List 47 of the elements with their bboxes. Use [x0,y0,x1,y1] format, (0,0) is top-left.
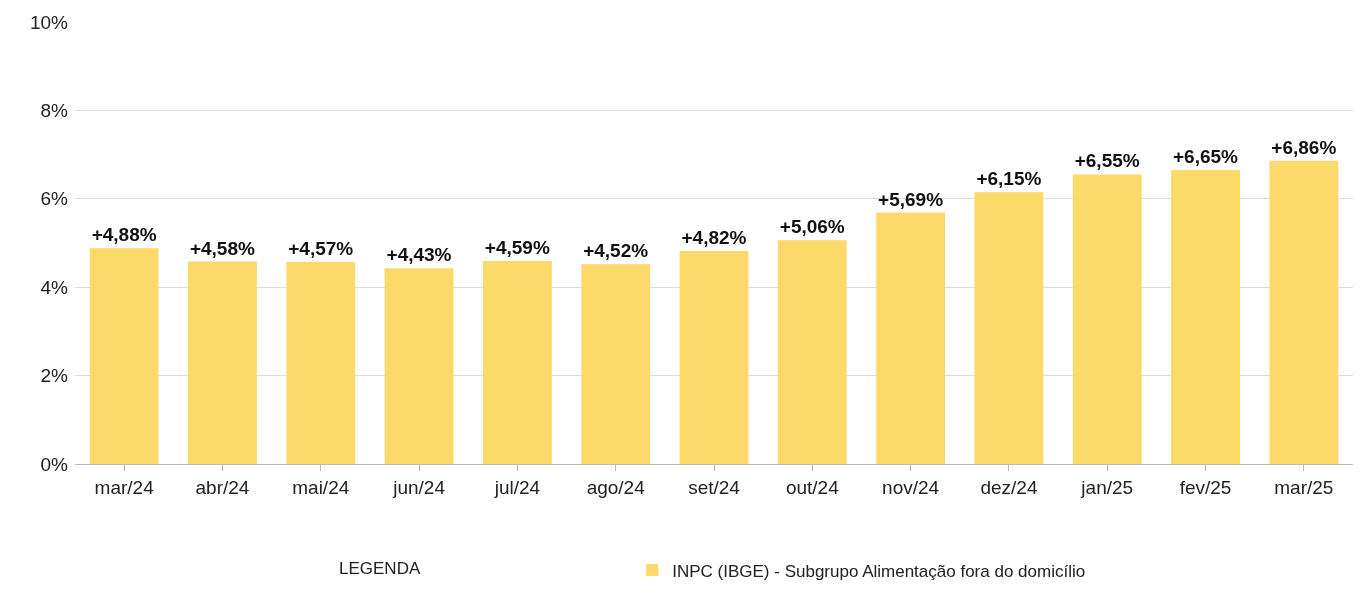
bar [679,250,749,464]
data-label: +6,86% [1271,136,1337,158]
bar [876,212,946,464]
data-label: +4,58% [189,237,255,259]
bar [974,192,1044,464]
bar [482,261,552,464]
x-tick-label: dez/24 [980,476,1038,498]
x-tick-label: out/24 [785,476,840,498]
bar [188,261,257,464]
data-label: +6,65% [1173,146,1239,168]
x-tick-label: set/24 [688,476,741,498]
y-tick-label: 10% [29,11,69,33]
bar [777,240,847,464]
legend-title: LEGENDA [339,559,625,579]
bar [89,248,159,464]
data-label: +4,88% [91,224,157,246]
bar [1072,174,1142,464]
data-label: +5,69% [878,188,944,210]
bar [1171,170,1240,464]
y-tick-label: 2% [40,365,69,387]
x-tick-label: jun/24 [392,476,446,498]
x-tick-label: nov/24 [882,476,940,498]
data-label: +4,59% [484,237,550,259]
data-label: +5,06% [779,216,845,238]
data-label: +4,52% [583,240,649,262]
x-tick-label: mai/24 [292,476,350,498]
x-tick-label: abr/24 [195,476,250,498]
x-tick-label: jul/24 [493,476,541,498]
x-tick-label: ago/24 [586,476,646,498]
bar [384,268,454,464]
x-tick-label: mar/24 [94,476,155,498]
data-label: +4,57% [288,238,354,260]
bar [1269,160,1339,464]
y-tick-label: 0% [40,453,69,475]
data-label: +6,55% [1074,150,1140,172]
x-tick-label: mar/25 [1274,476,1334,498]
x-tick-label: jan/25 [1080,476,1134,498]
bar [581,264,651,464]
y-tick-label: 6% [40,188,69,210]
y-tick-label: 4% [40,276,69,298]
data-label: +6,15% [976,168,1042,190]
data-label: +4,43% [386,244,452,266]
bar [286,262,356,464]
legend-label: INPC (IBGE) - Subgrupo Alimentação fora do domicílio [672,561,1086,581]
x-tick-label: fev/25 [1179,476,1232,498]
y-tick-label: 8% [40,100,69,122]
data-label: +4,82% [681,226,747,248]
